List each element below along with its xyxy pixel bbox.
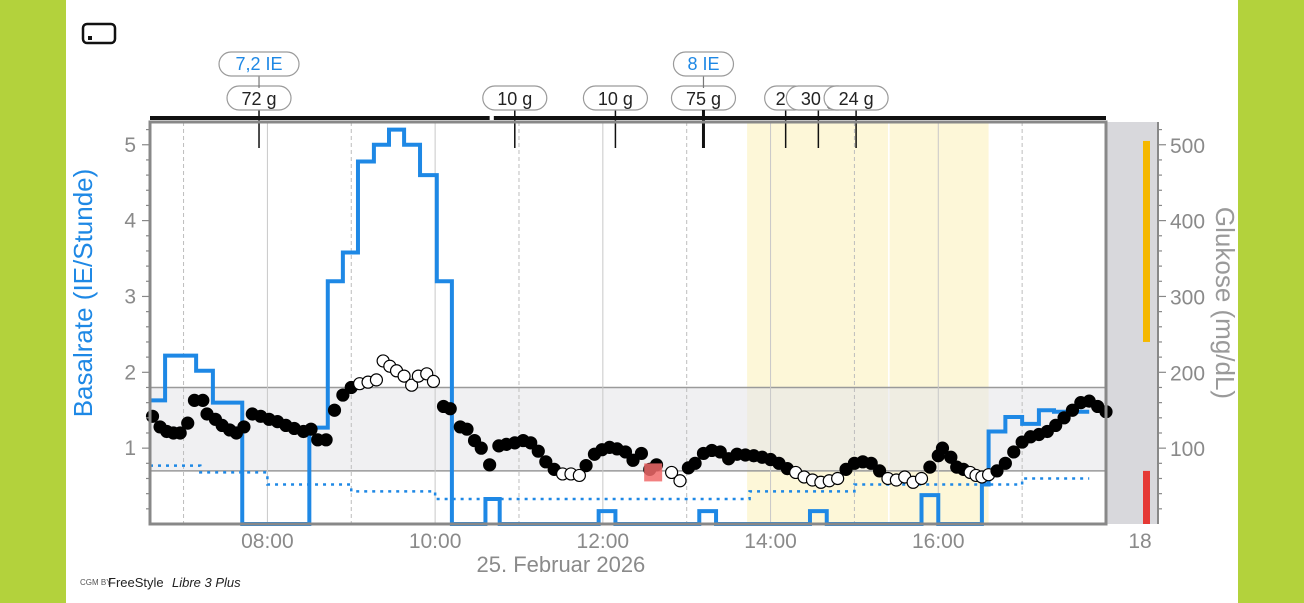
low-range-bar bbox=[1143, 470, 1150, 524]
y-right-tick-label: 200 bbox=[1170, 362, 1205, 385]
y-right-tick-label: 500 bbox=[1170, 135, 1205, 158]
glucose-point bbox=[872, 464, 887, 478]
low-glucose-marker bbox=[644, 463, 663, 482]
y-left-tick-label: 2 bbox=[124, 361, 136, 384]
x-tick-label: 10:00 bbox=[409, 530, 462, 553]
glucose-point bbox=[304, 422, 318, 436]
glucose-point bbox=[531, 444, 545, 458]
x-tick-label: 18 bbox=[1128, 530, 1151, 553]
glucose-point bbox=[336, 388, 350, 402]
glucose-point bbox=[474, 441, 488, 455]
glucose-point bbox=[524, 436, 538, 450]
glucose-point bbox=[319, 433, 333, 447]
glucose-point bbox=[397, 369, 411, 383]
glucose-point bbox=[831, 471, 845, 486]
glucose-point bbox=[426, 374, 441, 389]
x-tick-label: 08:00 bbox=[241, 530, 294, 553]
glucose-chart: 72 g 10 g 10 g 75 g 26 30 g 24 g7,2 IE 8 IE 123… bbox=[68, 22, 1238, 590]
glucose-point bbox=[990, 464, 1004, 478]
carb-label: 72 g bbox=[241, 89, 276, 109]
glucose-point bbox=[923, 460, 937, 474]
glucose-point bbox=[572, 468, 586, 483]
glucose-point bbox=[539, 455, 553, 469]
carb-label: 75 g bbox=[686, 89, 721, 109]
carb-pill bbox=[582, 85, 649, 111]
programmed-basal-line bbox=[150, 464, 1090, 501]
carb-pill bbox=[823, 85, 889, 111]
y-right-tick-label: 100 bbox=[1170, 438, 1205, 461]
glucose-point bbox=[460, 422, 474, 436]
y-right-tick-label: 400 bbox=[1170, 211, 1205, 234]
glucose-point bbox=[483, 458, 497, 472]
y-left-tick-label: 4 bbox=[124, 210, 136, 233]
source-brand: FreeStyle bbox=[108, 575, 164, 590]
y-right-tick-label: 300 bbox=[1170, 286, 1205, 309]
glucose-point bbox=[327, 403, 342, 417]
glucose-point bbox=[634, 446, 649, 461]
high-range-bar bbox=[1143, 140, 1150, 342]
insulin-label: 8 IE bbox=[687, 54, 719, 74]
glucose-point bbox=[1007, 445, 1021, 459]
glucose-point bbox=[626, 453, 640, 467]
source-prefix: CGM BY bbox=[80, 578, 112, 587]
insulin-pill bbox=[672, 51, 735, 77]
carb-label: 24 g bbox=[839, 89, 874, 109]
glucose-point bbox=[1065, 403, 1080, 417]
x-tick-label: 12:00 bbox=[577, 530, 630, 553]
glucose-point bbox=[688, 456, 702, 470]
insulin-pill bbox=[218, 51, 300, 77]
future-region bbox=[1106, 122, 1158, 524]
glucose-point bbox=[173, 426, 187, 440]
glucose-point bbox=[914, 471, 929, 486]
carb-label: 10 g bbox=[497, 89, 532, 109]
glucose-point bbox=[1057, 411, 1071, 425]
carb-pill bbox=[482, 85, 548, 111]
x-tick-label: 14:00 bbox=[744, 530, 797, 553]
glucose-point bbox=[237, 420, 251, 434]
glucose-point bbox=[145, 409, 160, 423]
glucose-point bbox=[1049, 418, 1063, 432]
glucose-point bbox=[998, 456, 1012, 470]
glucose-point bbox=[196, 393, 210, 407]
y-left-tick-label: 5 bbox=[124, 134, 136, 157]
y-left-axis-title: Basalrate (IE/Stunde) bbox=[68, 169, 98, 418]
date-label: 25. Februar 2026 bbox=[477, 552, 646, 577]
source-product: Libre 3 Plus bbox=[172, 575, 241, 590]
glucose-point bbox=[181, 416, 195, 430]
glucose-point bbox=[405, 378, 419, 392]
y-right-axis-title: Glukose (mg/dL) bbox=[1210, 207, 1238, 399]
glucose-point bbox=[673, 474, 687, 488]
glucose-point bbox=[665, 465, 679, 480]
battery-icon bbox=[81, 22, 117, 45]
glucose-point bbox=[369, 373, 384, 387]
glucose-point bbox=[935, 441, 950, 455]
carb-label: 10 g bbox=[598, 89, 633, 109]
insulin-label: 7,2 IE bbox=[236, 54, 283, 74]
x-tick-label: 16:00 bbox=[912, 530, 965, 553]
glucose-point bbox=[864, 456, 878, 470]
source-credit: CGM BY FreeStyle Libre 3 Plus bbox=[80, 575, 241, 590]
glucose-point bbox=[579, 458, 593, 473]
glucose-point bbox=[618, 445, 633, 459]
y-left-tick-label: 3 bbox=[124, 285, 136, 308]
glucose-point bbox=[443, 402, 457, 416]
glucose-point bbox=[713, 445, 727, 459]
glucose-point bbox=[944, 450, 958, 464]
y-left-tick-label: 1 bbox=[124, 437, 136, 460]
